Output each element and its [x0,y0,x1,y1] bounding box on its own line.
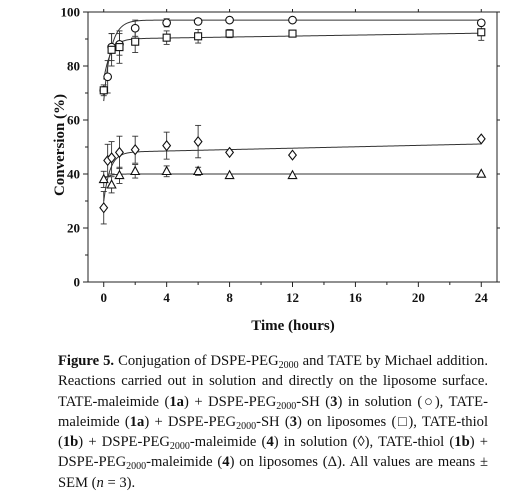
square-marker [194,32,203,41]
caption-segment: ) on liposomes (□), TATE-thiol ( [58,413,489,451]
triangle-marker [192,165,204,176]
square-marker [115,43,124,52]
caption-subscript: 2000 [276,400,297,412]
diamond-marker [162,139,172,152]
triangle-marker [106,179,117,189]
caption-segment: -maleimide ( [189,434,267,451]
caption-segment: ) + DSPE-PEG [58,434,488,471]
diamond-marker [130,144,140,156]
y-axis-title: Conversion (%) [52,94,68,196]
caption-segment: ) in solution (◊), TATE-thiol ( [273,434,455,451]
x-tick-label: 4 [163,290,170,305]
y-tick-label: 40 [67,167,80,182]
caption-segment: Conjugation of DSPE-PEG [114,353,279,369]
circle-marker [193,17,203,26]
y-tick-label: 0 [74,275,81,290]
square-fit-line [103,32,482,80]
diamond-marker [99,202,109,214]
caption-segment: -SH ( [296,393,331,410]
y-tick-label: 60 [67,113,80,128]
triangle-marker [224,169,235,180]
figure-caption: Figure 5. Conjugation of DSPE-PEG2000 an… [58,351,488,493]
caption-segment: and TATE by Michael addition. Reactions … [58,353,488,410]
triangle-marker [476,168,487,178]
triangle-marker [114,169,125,180]
diamond-marker [114,146,124,159]
square-marker [477,28,486,37]
caption-text: Conjugation of DSPE-PEG2000 and TATE by … [58,353,488,491]
x-tick-label: 24 [475,290,489,305]
caption-italic: n [96,474,104,491]
caption-segment: = 3). [103,474,136,491]
diamond-marker [193,135,203,148]
circle-marker [225,15,234,25]
caption-compound-ref: 1b [62,434,79,451]
circle-marker [162,18,172,28]
x-tick-label: 20 [412,290,425,305]
caption-subscript: 2000 [236,420,257,432]
triangle-marker [130,165,141,176]
triangle-marker [98,173,109,184]
figure-label: Figure 5. [58,353,115,369]
square-marker [131,37,140,46]
y-tick-label: 100 [61,5,81,20]
circle-marker [476,18,486,28]
caption-compound-ref: 3 [289,413,298,430]
diamond-marker [287,149,298,161]
x-tick-label: 12 [286,290,299,305]
caption-compound-ref: 4 [222,454,230,471]
plot-frame [87,11,498,283]
square-marker [162,33,171,42]
caption-segment: ) on liposomes (Δ). All values are means… [58,454,488,491]
caption-segment: ) in solution (○), TATE-maleimide ( [58,393,488,430]
x-tick-label: 8 [226,290,233,305]
triangle-marker [161,165,172,176]
chart-axes: 0 20 40 60 80 100 0 4 8 12 16 20 24 [61,5,500,305]
caption-compound-ref: 4 [266,434,274,451]
x-tick-label: 16 [349,290,363,305]
y-tick-label: 80 [67,59,80,74]
caption-compound-ref: 1b [454,434,470,451]
caption-segment: ) + DSPE-PEG [78,434,170,451]
diamond-marker [476,133,486,145]
caption-subscript: 2000 [169,441,190,453]
circle-marker [103,72,113,82]
caption-compound-ref: 3 [330,393,338,410]
x-axis-title: Time (hours) [251,318,334,334]
square-marker [288,29,297,38]
square-marker [99,86,108,95]
caption-compound-ref: 1a [129,413,145,430]
circle-marker [288,15,297,25]
x-tick-label: 0 [100,290,107,305]
data-points [98,15,487,214]
diamond-marker [107,152,117,164]
triangle-marker [287,169,298,180]
caption-subscript: 2000 [126,461,147,473]
y-tick-label: 20 [67,221,80,236]
caption-segment: ) + DSPE-PEG [183,393,277,410]
diamond-marker [225,146,235,159]
caption-compound-ref: 1a [169,393,184,410]
square-marker [107,45,116,54]
square-marker [225,29,234,38]
caption-segment: ) + DSPE-PEG [144,413,237,430]
circle-marker [130,23,140,33]
caption-segment: -SH ( [256,413,290,430]
error-bars [100,16,485,225]
caption-segment: -maleimide ( [146,454,223,471]
conversion-chart: 0 20 40 60 80 100 0 4 8 12 16 20 24 Conversion (%) T… [52,5,500,334]
caption-subscript: 2000 [278,360,299,371]
